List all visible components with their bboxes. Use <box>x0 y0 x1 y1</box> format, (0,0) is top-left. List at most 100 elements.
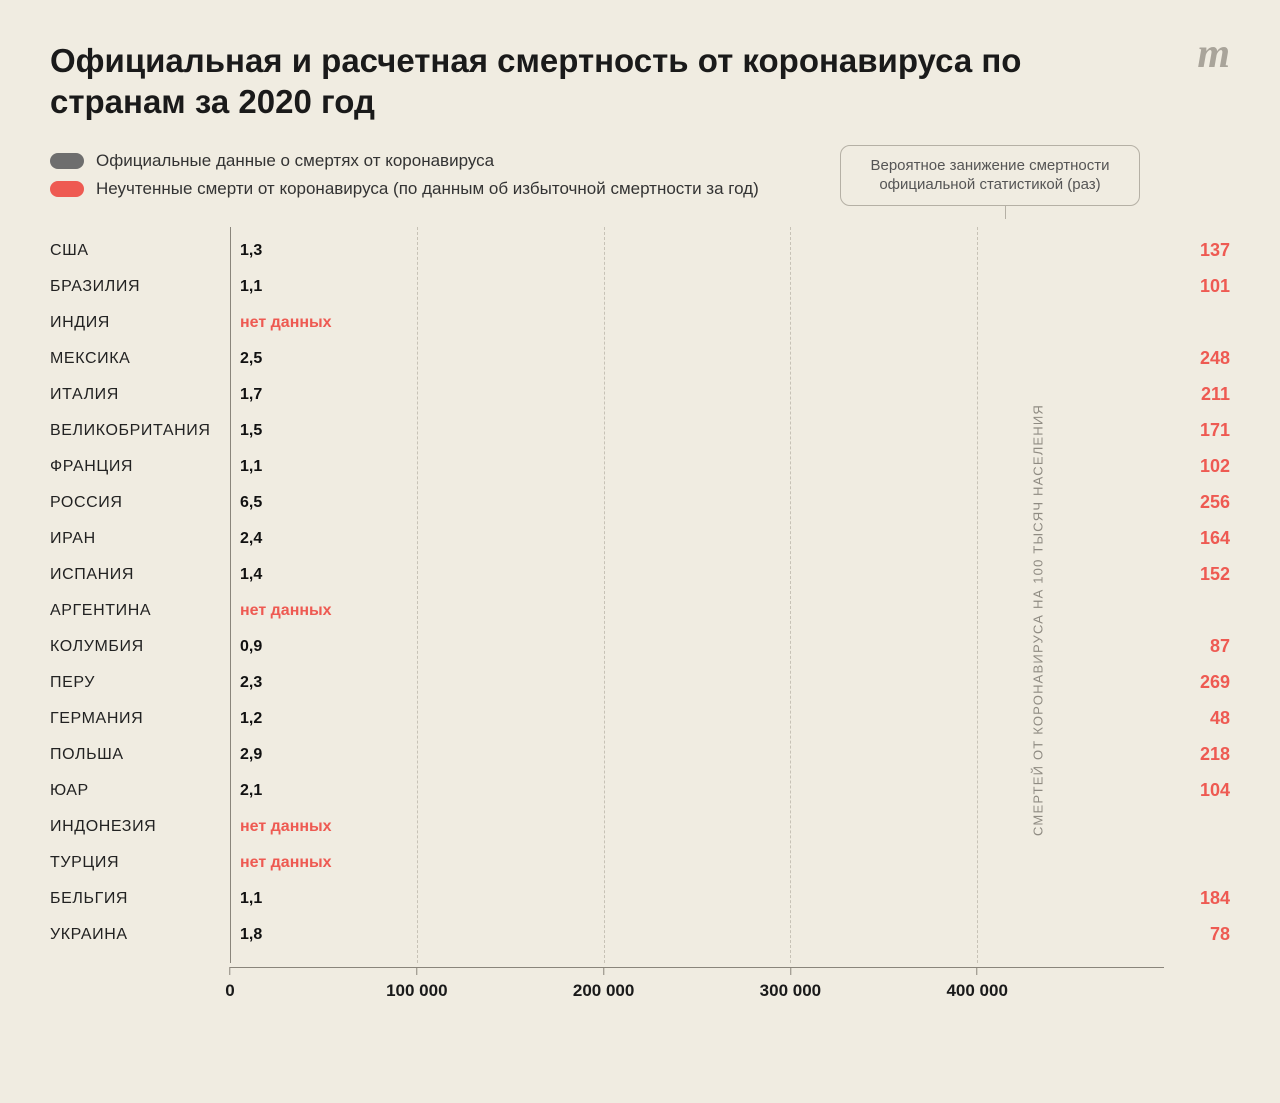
table-row: ПЕРУ2,3269 <box>50 665 1230 701</box>
ratio-value: 2,5 <box>240 350 262 368</box>
ratio-value: 6,5 <box>240 494 262 512</box>
country-label: МЕКСИКА <box>50 350 230 368</box>
ratio-value: 1,7 <box>240 386 262 404</box>
per100k-value: 137 <box>1176 240 1230 261</box>
bar-area: 1,8 78 <box>230 917 1230 953</box>
table-row: РОССИЯ 6,5 256 <box>50 485 1230 521</box>
country-label: ИСПАНИЯ <box>50 566 230 584</box>
bar-area: нет данных <box>230 593 1230 629</box>
bar-area: 2,9218 <box>230 737 1230 773</box>
x-tick-label: 0 <box>225 981 234 1000</box>
tick-mark <box>790 967 791 975</box>
brand-logo: m <box>1197 40 1230 69</box>
ratio-value: 1,4 <box>240 566 262 584</box>
x-axis-line <box>230 967 1164 968</box>
table-row: ТУРЦИЯнет данных <box>50 845 1230 881</box>
table-row: ГЕРМАНИЯ1,248 <box>50 701 1230 737</box>
country-label: БЕЛЬГИЯ <box>50 890 230 908</box>
ratio-value: 2,3 <box>240 674 262 692</box>
ratio-value: 1,1 <box>240 458 262 476</box>
country-label: КОЛУМБИЯ <box>50 638 230 656</box>
country-label: ПОЛЬША <box>50 746 230 764</box>
chart-title: Официальная и расчетная смертность от ко… <box>50 40 1050 123</box>
country-label: АРГЕНТИНА <box>50 602 230 620</box>
per100k-value: 218 <box>1176 744 1230 765</box>
per100k-value: 102 <box>1176 456 1230 477</box>
x-tick-label: 300 000 <box>760 981 821 1000</box>
bar-area: 6,5 256 <box>230 485 1230 521</box>
ratio-value: 1,1 <box>240 890 262 908</box>
bar-track: нет данных <box>230 305 1164 341</box>
legend-label-excess: Неучтенные смерти от коронавируса (по да… <box>96 179 759 199</box>
table-row: МЕКСИКА2,5248 <box>50 341 1230 377</box>
country-label: РОССИЯ <box>50 494 230 512</box>
table-row: ПОЛЬША2,9218 <box>50 737 1230 773</box>
bar-track: нет данных <box>230 845 1164 881</box>
per100k-value: 104 <box>1176 780 1230 801</box>
x-tick: 100 000 <box>386 967 447 1001</box>
tick-mark <box>603 967 604 975</box>
x-tick-label: 400 000 <box>946 981 1007 1000</box>
tick-mark <box>416 967 417 975</box>
bar-track: 2,4 <box>230 521 1164 557</box>
country-label: БРАЗИЛИЯ <box>50 278 230 296</box>
table-row: ИТАЛИЯ 1,7 211 <box>50 377 1230 413</box>
table-row: ИНДОНЕЗИЯ нет данных <box>50 809 1230 845</box>
bar-area: 1,7 211 <box>230 377 1230 413</box>
bar-area: нет данных <box>230 845 1230 881</box>
legend-swatch-excess <box>50 181 84 197</box>
table-row: США1,3137 <box>50 233 1230 269</box>
tick-mark <box>230 967 231 975</box>
per100k-value: 152 <box>1176 564 1230 585</box>
table-row: БЕЛЬГИЯ1,1184 <box>50 881 1230 917</box>
per100k-value: 256 <box>1176 492 1230 513</box>
x-tick: 300 000 <box>760 967 821 1001</box>
bar-area: 1,1 101 <box>230 269 1230 305</box>
no-data-label: нет данных <box>240 602 332 620</box>
table-row: ИСПАНИЯ 1,4 152 <box>50 557 1230 593</box>
country-label: ИНДИЯ <box>50 314 230 332</box>
bar-track: нет данных <box>230 593 1164 629</box>
bar-track: 0,9 <box>230 629 1164 665</box>
country-label: ВЕЛИКОБРИТАНИЯ <box>50 422 230 440</box>
bar-area: 2,3269 <box>230 665 1230 701</box>
legend: Официальные данные о смертях от коронави… <box>50 151 1230 207</box>
chart-rows: США1,3137БРАЗИЛИЯ1,1101ИНДИЯнет данныхМЕ… <box>50 233 1230 953</box>
bar-area: 2,5248 <box>230 341 1230 377</box>
table-row: ИНДИЯ нет данных <box>50 305 1230 341</box>
tick-mark <box>977 967 978 975</box>
ratio-value: 2,1 <box>240 782 262 800</box>
ratio-value: 0,9 <box>240 638 262 656</box>
table-row: ЮАР2,1104 <box>50 773 1230 809</box>
no-data-label: нет данных <box>240 314 332 332</box>
x-tick: 400 000 <box>946 967 1007 1001</box>
per100k-value: 101 <box>1176 276 1230 297</box>
per100k-value: 87 <box>1176 636 1230 657</box>
ratio-value: 2,4 <box>240 530 262 548</box>
country-label: ФРАНЦИЯ <box>50 458 230 476</box>
bar-area: 1,3 137 <box>230 233 1230 269</box>
country-label: ИТАЛИЯ <box>50 386 230 404</box>
bar-track: 1,1 <box>230 269 1164 305</box>
no-data-label: нет данных <box>240 818 332 836</box>
legend-label-official: Официальные данные о смертях от коронави… <box>96 151 494 171</box>
per100k-value: 171 <box>1176 420 1230 441</box>
bar-track: 1,8 <box>230 917 1164 953</box>
bar-track: 2,3 <box>230 665 1164 701</box>
bar-area: 1,1 102 <box>230 449 1230 485</box>
per100k-value: 78 <box>1176 924 1230 945</box>
per100k-value: 164 <box>1176 528 1230 549</box>
country-label: ТУРЦИЯ <box>50 854 230 872</box>
bar-track: 2,5 <box>230 341 1164 377</box>
bar-track: 6,5 <box>230 485 1164 521</box>
country-label: ИРАН <box>50 530 230 548</box>
x-tick: 200 000 <box>573 967 634 1001</box>
ratio-value: 1,3 <box>240 242 262 260</box>
per100k-value: 211 <box>1176 384 1230 405</box>
table-row: БРАЗИЛИЯ1,1 101 <box>50 269 1230 305</box>
country-label: ИНДОНЕЗИЯ <box>50 818 230 836</box>
bar-track: 1,7 <box>230 377 1164 413</box>
bar-area: 1,5171 <box>230 413 1230 449</box>
bar-track: 1,1 <box>230 449 1164 485</box>
legend-swatch-official <box>50 153 84 169</box>
